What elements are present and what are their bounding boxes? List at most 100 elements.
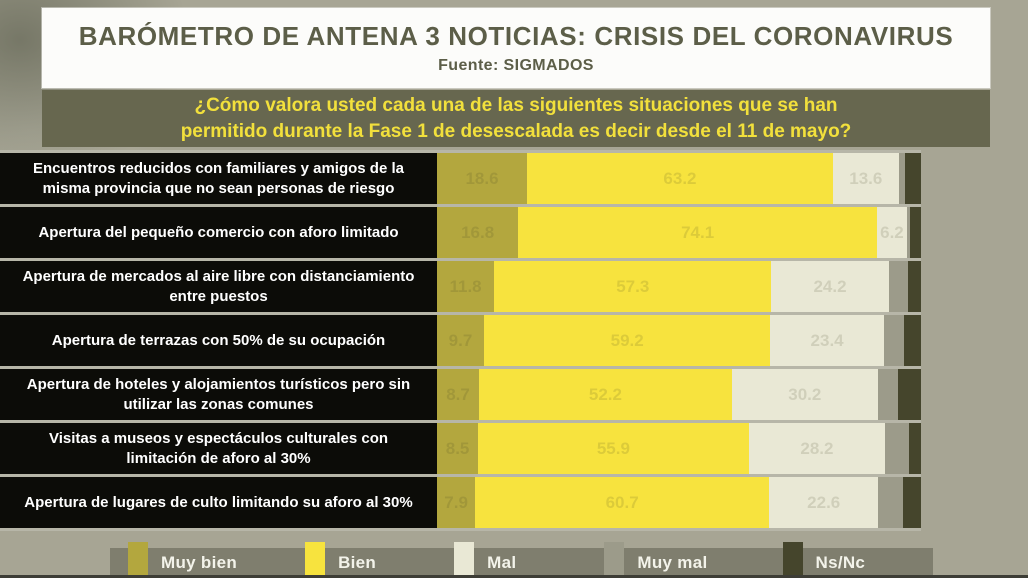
legend-swatch-mal <box>454 542 475 576</box>
bar-segment-value: 16.8 <box>461 222 495 242</box>
bar-segment-muy-bien: 11.8 <box>437 261 495 312</box>
bar-row: Apertura de lugares de culto limitando s… <box>0 477 921 528</box>
bar-segment-ns-nc <box>903 477 921 528</box>
bar-segment-value: 30.2 <box>788 384 822 404</box>
bar-segment-ns-nc <box>909 423 921 474</box>
bar-segment-muy-mal <box>906 207 910 258</box>
bar-segment-ns-nc <box>897 369 921 420</box>
bar-segment-value: 11.8 <box>449 276 482 296</box>
bar-segment-muy-mal <box>878 477 904 528</box>
bar-segment-bien: 74.1 <box>518 207 877 258</box>
bar-row: Apertura de terrazas con 50% de su ocupa… <box>0 315 921 366</box>
bar-segment-bien: 55.9 <box>478 423 749 474</box>
bar-segment-muy-mal <box>883 315 904 366</box>
bar-segment-value: 28.2 <box>800 438 834 458</box>
legend-swatch-ns-nc <box>782 542 803 576</box>
bar-segment-value: 8.7 <box>446 384 470 404</box>
bar-segment-value: 55.9 <box>596 438 630 458</box>
bottom-frame-edge <box>0 575 1028 578</box>
bar-segment-value: 74.1 <box>681 222 715 242</box>
legend-bar: Muy bien Bien Mal Muy mal Ns/Nc <box>110 542 933 578</box>
bar-segment-bien: 52.2 <box>479 369 732 420</box>
source-label: Fuente: SIGMADOS <box>438 57 594 74</box>
legend-item-muy-bien: Muy bien <box>128 542 238 576</box>
bar-row: Visitas a museos y espectáculos cultural… <box>0 423 921 474</box>
bar-segment-mal: 30.2 <box>731 369 878 420</box>
bar-segment-mal: 28.2 <box>748 423 886 474</box>
legend-item-label: Mal <box>487 553 517 572</box>
legend-swatch-muy-mal <box>604 542 625 576</box>
bar-segment-value: 9.7 <box>448 330 473 350</box>
bar-segment-muy-bien: 7.9 <box>437 477 476 528</box>
bar-segment-bien: 59.2 <box>483 315 771 366</box>
bar-segment-value: 18.6 <box>465 168 499 188</box>
bar-segment-value: 57.3 <box>616 276 650 296</box>
question-line-2: permitido durante la Fase 1 de desescala… <box>180 120 852 142</box>
bar-row-label: Apertura de lugares de culto limitando s… <box>0 477 437 528</box>
bar-segment-muy-bien: 9.7 <box>437 315 484 366</box>
bar-segment-mal: 6.2 <box>876 207 907 258</box>
bar-segment-value: 63.2 <box>663 168 697 188</box>
bar-segment-mal: 23.4 <box>770 315 884 366</box>
bar-track: 8.7 52.2 30.2 <box>437 369 921 420</box>
bar-segment-value: 6.2 <box>880 222 904 242</box>
bar-segment-value: 23.4 <box>810 330 844 350</box>
bar-track: 18.6 63.2 13.6 <box>437 153 921 204</box>
bar-segment-muy-bien: 18.6 <box>437 153 528 204</box>
bar-row: Apertura del pequeño comercio con aforo … <box>0 207 921 258</box>
header: BARÓMETRO DE ANTENA 3 NOTICIAS: CRISIS D… <box>42 8 990 88</box>
bar-segment-muy-mal <box>888 261 909 312</box>
legend-item-mal: Mal <box>454 542 517 576</box>
bar-row-label: Apertura del pequeño comercio con aforo … <box>0 207 437 258</box>
bar-segment-mal: 24.2 <box>771 261 889 312</box>
bar-segment-muy-bien: 8.5 <box>437 423 479 474</box>
page-title: BARÓMETRO DE ANTENA 3 NOTICIAS: CRISIS D… <box>78 21 954 51</box>
legend-item-label: Ns/Nc <box>815 553 866 572</box>
bar-segment-ns-nc <box>903 315 921 366</box>
bar-segment-value: 22.6 <box>807 492 841 512</box>
bar-row: Apertura de mercados al aire libre con d… <box>0 261 921 312</box>
bar-segment-muy-bien: 16.8 <box>437 207 519 258</box>
bar-track: 16.8 74.1 6.2 <box>437 207 921 258</box>
bar-row-label: Encuentros reducidos con familiares y am… <box>0 153 437 204</box>
bar-rows: Encuentros reducidos con familiares y am… <box>0 150 921 531</box>
legend-item-ns-nc: Ns/Nc <box>782 542 866 576</box>
bar-segment-value: 7.9 <box>444 492 468 512</box>
question-line-1: ¿Cómo valora usted cada una de las sigui… <box>194 94 838 116</box>
legend-item-muy-mal: Muy mal <box>604 542 708 576</box>
legend-swatch-muy-bien <box>128 542 148 576</box>
bar-row: Apertura de hoteles y alojamientos turís… <box>0 369 921 420</box>
bar-segment-value: 24.2 <box>813 276 847 296</box>
bar-segment-bien: 60.7 <box>475 477 770 528</box>
bar-segment-value: 60.7 <box>605 492 639 512</box>
bar-segment-bien: 63.2 <box>527 153 833 204</box>
bar-row-label: Apertura de hoteles y alojamientos turís… <box>0 369 437 420</box>
bar-segment-value: 8.5 <box>445 438 470 458</box>
bar-row-label: Apertura de terrazas con 50% de su ocupa… <box>0 315 437 366</box>
legend-item-label: Muy mal <box>637 553 708 572</box>
bar-segment-ns-nc <box>904 153 921 204</box>
legend-swatch-bien <box>305 542 326 576</box>
bar-segment-muy-mal <box>877 369 898 420</box>
bar-segment-value: 59.2 <box>610 330 644 350</box>
bar-segment-muy-bien: 8.7 <box>437 369 480 420</box>
bar-segment-mal: 22.6 <box>769 477 879 528</box>
legend-item-bien: Bien <box>305 542 377 576</box>
legend-item-label: Bien <box>338 553 377 572</box>
question-box: ¿Cómo valora usted cada una de las sigui… <box>42 90 990 147</box>
bar-segment-bien: 57.3 <box>494 261 772 312</box>
legend-item-label: Muy bien <box>161 553 238 572</box>
bar-segment-muy-mal <box>898 153 905 204</box>
bar-segment-value: 13.6 <box>849 168 883 188</box>
bar-track: 7.9 60.7 22.6 <box>437 477 921 528</box>
bar-track: 9.7 59.2 23.4 <box>437 315 921 366</box>
bar-segment-mal: 13.6 <box>832 153 899 204</box>
bar-segment-muy-mal <box>885 423 910 474</box>
bar-row: Encuentros reducidos con familiares y am… <box>0 153 921 204</box>
bar-track: 8.5 55.9 28.2 <box>437 423 921 474</box>
bar-segment-value: 52.2 <box>588 384 622 404</box>
bar-segment-ns-nc <box>908 261 921 312</box>
bar-row-label: Visitas a museos y espectáculos cultural… <box>0 423 437 474</box>
bar-track: 11.8 57.3 24.2 <box>437 261 921 312</box>
bar-row-label: Apertura de mercados al aire libre con d… <box>0 261 437 312</box>
